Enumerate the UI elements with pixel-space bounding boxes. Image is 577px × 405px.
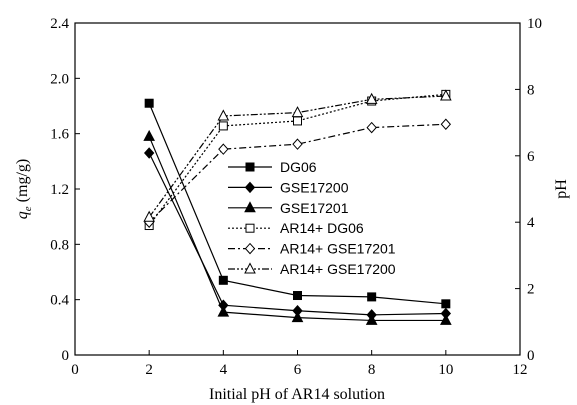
x-tick-label: 8	[368, 362, 376, 378]
data-point	[292, 138, 303, 150]
legend-marker	[244, 262, 256, 274]
data-point	[291, 106, 304, 118]
x-tick-label: 0	[71, 362, 79, 378]
data-point	[440, 89, 452, 101]
data-point	[365, 313, 378, 325]
y-tick-label: 0	[62, 348, 70, 364]
data-point	[218, 121, 228, 131]
y-axis-label-subscript: e	[22, 206, 34, 211]
data-point	[365, 92, 378, 104]
legend-marker	[244, 201, 256, 213]
y-axis-label-unit: (mg/g)	[14, 159, 31, 207]
data-point	[143, 210, 155, 222]
data-point	[144, 98, 154, 108]
legend-label: GSE17201	[280, 200, 349, 216]
data-point	[366, 121, 377, 134]
legend-label: DG06	[280, 159, 317, 175]
y2-tick-label: 10	[527, 16, 542, 32]
y2-axis-label: pH	[553, 179, 570, 199]
y-tick-label: 1.6	[50, 127, 69, 143]
series-line	[148, 95, 446, 218]
data-point	[217, 109, 230, 121]
legend-label: AR14+ GSE17200	[280, 261, 396, 277]
x-tick-label: 12	[513, 362, 528, 378]
data-point	[218, 275, 228, 285]
data-point	[143, 147, 155, 159]
y2-tick-label: 2	[527, 282, 535, 298]
legend-marker	[244, 181, 256, 194]
legend-label: AR14+ DG06	[280, 220, 364, 236]
legend: DG06 GSE17200 GSE17201 AR14+ DG06 AR14+ GSE1…	[228, 159, 396, 277]
data-point	[143, 129, 155, 141]
data-point	[291, 311, 304, 323]
data-point	[440, 118, 452, 131]
y-tick-label: 0.8	[50, 237, 69, 253]
legend-label: GSE17200	[280, 179, 349, 195]
data-point	[367, 292, 377, 302]
data-point	[217, 305, 230, 317]
y2-tick-label: 0	[527, 348, 535, 364]
y-tick-label: 2.0	[50, 71, 69, 87]
y-axis-label: qe (mg/g)	[14, 159, 34, 219]
series-layer	[143, 89, 452, 325]
legend-marker	[245, 162, 255, 172]
y2-tick-label: 4	[527, 215, 535, 231]
y2-tick-label: 8	[527, 82, 535, 98]
y-tick-label: 1.2	[50, 182, 69, 198]
x-tick-label: 4	[220, 362, 228, 378]
data-point	[293, 116, 302, 126]
data-point	[440, 313, 452, 325]
x-tick-label: 2	[145, 362, 153, 378]
y2-tick-label: 6	[527, 149, 535, 165]
y-axis-label-symbol: q	[14, 211, 31, 219]
x-tick-label: 6	[294, 362, 302, 378]
legend-marker	[245, 223, 255, 233]
legend-label: AR14+ GSE17201	[280, 241, 396, 257]
data-point	[441, 299, 451, 309]
data-point	[293, 291, 302, 301]
x-tick-label: 10	[438, 362, 453, 378]
y-tick-label: 2.4	[50, 16, 69, 32]
legend-marker	[244, 242, 256, 255]
data-point	[218, 143, 229, 155]
x-axis-label: Initial pH of AR14 solution	[209, 386, 385, 403]
y-tick-label: 0.4	[50, 293, 69, 309]
